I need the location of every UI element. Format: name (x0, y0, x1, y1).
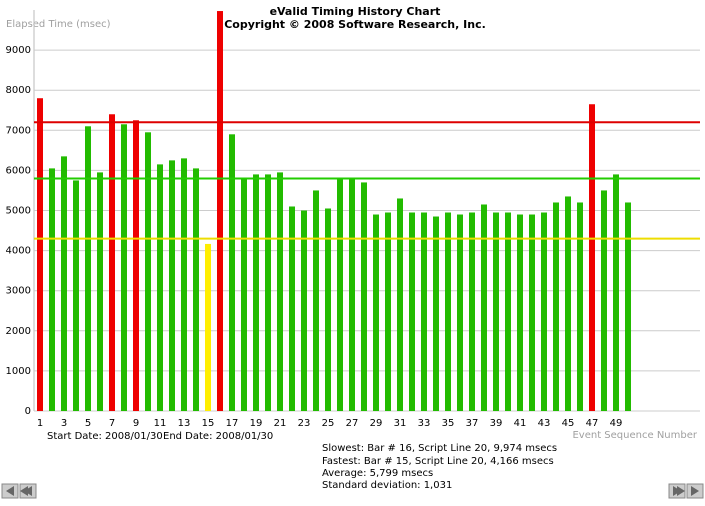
y-tick-label: 4000 (6, 246, 31, 257)
bar (205, 243, 211, 411)
x-tick-label: 43 (538, 418, 551, 429)
nav-left[interactable] (1, 483, 37, 499)
bar (97, 172, 103, 411)
y-axis-label: Elapsed Time (msec) (6, 19, 111, 30)
bar (565, 196, 571, 411)
bar (313, 190, 319, 411)
y-tick-label: 8000 (6, 85, 31, 96)
x-tick-label: 17 (226, 418, 239, 429)
bar (193, 168, 199, 411)
bar (505, 212, 511, 411)
bar (409, 212, 415, 411)
bar (553, 202, 559, 411)
bar (445, 212, 451, 411)
x-tick-label: 7 (109, 418, 115, 429)
bar (325, 208, 331, 411)
x-tick-label: 3 (61, 418, 67, 429)
bar (469, 212, 475, 411)
x-tick-label: 5 (85, 418, 91, 429)
bar (421, 212, 427, 411)
bar (457, 214, 463, 411)
bar (541, 212, 547, 411)
x-tick-label: 27 (346, 418, 359, 429)
bar (73, 180, 79, 411)
bar (169, 160, 175, 411)
x-tick-label: 21 (274, 418, 287, 429)
bar (361, 182, 367, 411)
bar (121, 124, 127, 411)
start-date: Start Date: 2008/01/30 (47, 431, 163, 442)
x-tick-label: 41 (514, 418, 527, 429)
bar (625, 202, 631, 411)
x-tick-label: 25 (322, 418, 335, 429)
bar (61, 156, 67, 411)
x-tick-label: 13 (178, 418, 191, 429)
bar (181, 158, 187, 411)
bar (49, 168, 55, 411)
bar (241, 178, 247, 411)
x-tick-label: 9 (133, 418, 139, 429)
y-tick-label: 7000 (6, 125, 31, 136)
x-tick-label: 31 (394, 418, 407, 429)
bar (229, 134, 235, 411)
x-tick-label: 11 (154, 418, 167, 429)
y-tick-label: 9000 (6, 45, 31, 56)
stat-line: Fastest: Bar # 15, Script Line 20, 4,166… (322, 456, 554, 467)
x-tick-label: 19 (250, 418, 263, 429)
bar (601, 190, 607, 411)
y-tick-label: 1000 (6, 366, 31, 377)
nav-right[interactable] (668, 483, 704, 499)
bar (301, 210, 307, 411)
x-tick-label: 47 (586, 418, 599, 429)
bar (397, 198, 403, 411)
bar (253, 174, 259, 411)
bar (145, 132, 151, 411)
y-tick-label: 3000 (6, 286, 31, 297)
bar (133, 120, 139, 412)
bar (577, 202, 583, 411)
bar (289, 206, 295, 411)
bar (349, 178, 355, 411)
bar (529, 214, 535, 411)
bar (373, 214, 379, 411)
bar (109, 114, 115, 411)
x-tick-label: 35 (442, 418, 455, 429)
y-tick-label: 5000 (6, 206, 31, 217)
stat-line: Standard deviation: 1,031 (322, 480, 452, 491)
bar (493, 212, 499, 411)
bar (265, 174, 271, 411)
bar (217, 11, 223, 411)
bar (613, 174, 619, 411)
y-tick-label: 6000 (6, 165, 31, 176)
x-tick-label: 33 (418, 418, 431, 429)
x-tick-label: 39 (490, 418, 503, 429)
x-tick-label: 23 (298, 418, 311, 429)
bar (37, 98, 43, 411)
bar (337, 178, 343, 411)
y-tick-label: 2000 (6, 326, 31, 337)
y-tick-label: 0 (25, 406, 31, 417)
bar (433, 216, 439, 411)
x-tick-label: 1 (37, 418, 43, 429)
x-tick-label: 15 (202, 418, 215, 429)
chart-subtitle: Copyright © 2008 Software Research, Inc. (224, 18, 486, 31)
x-tick-label: 29 (370, 418, 383, 429)
bar (385, 212, 391, 411)
bar (85, 126, 91, 411)
bar (277, 172, 283, 411)
bar (589, 104, 595, 412)
x-tick-label: 45 (562, 418, 575, 429)
x-tick-label: 37 (466, 418, 479, 429)
bar (517, 214, 523, 411)
bar (157, 164, 163, 411)
x-axis-label: Event Sequence Number (572, 430, 697, 441)
chart-title: eValid Timing History Chart (270, 5, 441, 18)
bar (481, 204, 487, 411)
end-date: End Date: 2008/01/30 (163, 431, 273, 442)
x-tick-label: 49 (610, 418, 623, 429)
stat-line: Slowest: Bar # 16, Script Line 20, 9,974… (322, 443, 557, 454)
stat-line: Average: 5,799 msecs (322, 468, 433, 479)
